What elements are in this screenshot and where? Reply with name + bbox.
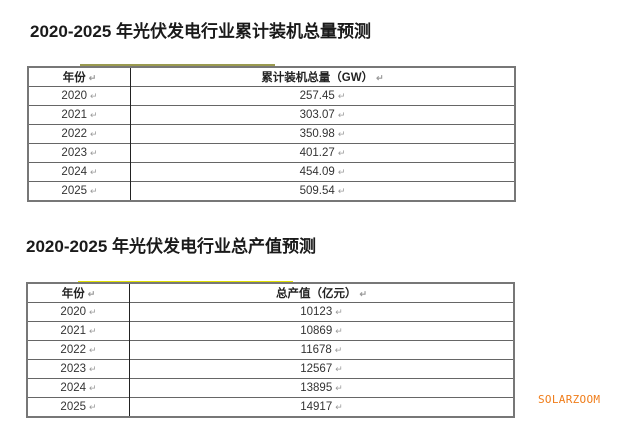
year-cell: 2020 [60, 306, 87, 318]
value-cell: 303.07 [299, 109, 335, 121]
value-cell: 509.54 [299, 185, 335, 197]
table-row: 2021 ↵ 303.07 ↵ [28, 105, 515, 125]
header-year: 年份 [61, 288, 85, 300]
year-cell: 2023 [60, 363, 87, 375]
value-cell: 350.98 [299, 128, 335, 140]
table-row: 2020 ↵ 10123 ↵ [27, 302, 514, 322]
highlight-line [80, 64, 275, 66]
value-cell: 12567 [300, 363, 333, 375]
year-cell: 2023 [61, 147, 88, 159]
value-cell: 10123 [300, 306, 333, 318]
year-cell: 2022 [61, 128, 88, 140]
table-header-row: 年份 ↵ 总产值（亿元） ↵ [27, 282, 514, 303]
solarzoom-watermark: SOLARZOOM [538, 393, 601, 406]
table-row: 2020 ↵ 257.45 ↵ [28, 86, 515, 106]
output-value-table: 年份 ↵ 总产值（亿元） ↵ 2020 ↵ 10123 ↵ 2021 ↵ 10869 ↵ 2022 ↵… [26, 282, 515, 418]
header-output-value: 总产值（亿元） [275, 288, 357, 300]
table-row: 2024 ↵ 454.09 ↵ [28, 162, 515, 182]
value-cell: 401.27 [299, 147, 335, 159]
header-capacity: 累计装机总量（GW） [261, 72, 374, 84]
year-cell: 2025 [61, 185, 88, 197]
table-row: 2024 ↵ 13895 ↵ [27, 378, 514, 398]
year-cell: 2021 [61, 109, 88, 121]
table-row: 2025 ↵ 14917 ↵ [27, 397, 514, 417]
value-cell: 454.09 [299, 166, 335, 178]
value-cell: 14917 [300, 401, 333, 413]
table2-title: 2020-2025 年光伏发电行业总产值预测 [26, 237, 317, 256]
table-row: 2022 ↵ 11678 ↵ [27, 340, 514, 360]
value-cell: 11678 [300, 344, 332, 356]
value-cell: 10869 [300, 325, 333, 337]
table-header-row: 年份 ↵ 累计装机总量（GW） ↵ [28, 66, 515, 87]
year-cell: 2021 [60, 325, 87, 337]
table-row: 2023 ↵ 401.27 ↵ [28, 143, 515, 163]
year-cell: 2024 [61, 166, 88, 178]
table-row: 2022 ↵ 350.98 ↵ [28, 124, 515, 144]
table-row: 2021 ↵ 10869 ↵ [27, 321, 514, 341]
installed-capacity-table: 年份 ↵ 累计装机总量（GW） ↵ 2020 ↵ 257.45 ↵ 2021 ↵ 303.07 ↵… [27, 66, 516, 202]
table1-title: 2020-2025 年光伏发电行业累计装机总量预测 [30, 22, 372, 41]
year-cell: 2025 [60, 401, 87, 413]
value-cell: 13895 [300, 382, 333, 394]
value-cell: 257.45 [299, 90, 335, 102]
table-row: 2023 ↵ 12567 ↵ [27, 359, 514, 379]
header-year: 年份 [62, 72, 86, 84]
year-cell: 2020 [61, 90, 88, 102]
year-cell: 2024 [60, 382, 87, 394]
year-cell: 2022 [60, 344, 87, 356]
table-row: 2025 ↵ 509.54 ↵ [28, 181, 515, 201]
